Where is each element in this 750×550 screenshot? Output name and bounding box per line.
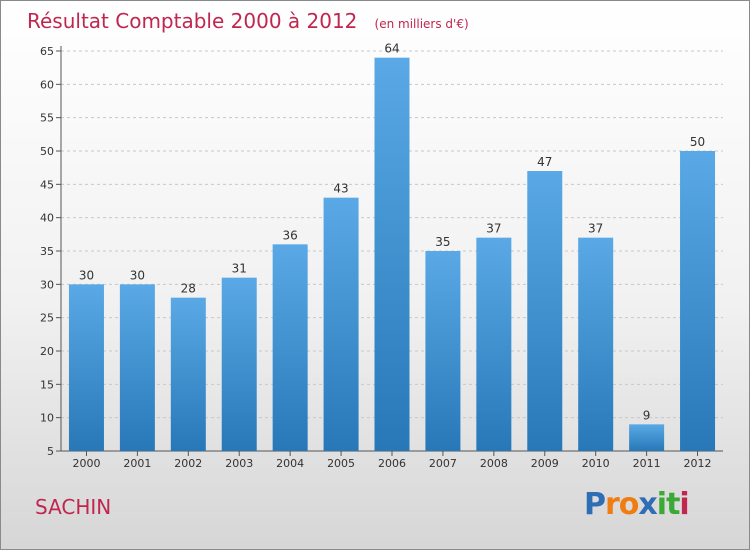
x-tick-label-2006: 2006	[378, 457, 406, 470]
x-tick-label-2011: 2011	[633, 457, 661, 470]
bar-2010	[578, 237, 614, 451]
y-tick-label: 30	[40, 278, 54, 291]
value-labels: 30 30 28 31 36 43 64 35 37 47 37 9 50	[79, 42, 705, 423]
y-tick-label: 65	[40, 45, 54, 58]
logo-letter: o	[618, 487, 640, 522]
y-tick-label: 5	[47, 445, 54, 458]
x-tick-label-2007: 2007	[429, 457, 457, 470]
y-tick-label: 55	[40, 112, 54, 125]
logo-letter: i	[656, 487, 667, 522]
logo-letter: r	[605, 487, 620, 522]
y-tick-labels: 5 10 15 20 25 30 35 40 45 50 55 60 65	[40, 45, 61, 458]
value-label-2005: 43	[333, 182, 348, 196]
y-tick-label: 50	[40, 145, 54, 158]
value-label-2008: 37	[486, 222, 501, 236]
proxiti-logo[interactable]: Proxiti	[584, 487, 690, 522]
logo-letter: t	[666, 487, 680, 522]
x-tick-label-2000: 2000	[72, 457, 100, 470]
value-label-2004: 36	[283, 228, 298, 242]
x-tick-label-2008: 2008	[480, 457, 508, 470]
x-tick-label-2010: 2010	[582, 457, 610, 470]
value-label-2006: 64	[384, 42, 399, 56]
y-tick-label: 15	[40, 378, 54, 391]
x-tick-label-2004: 2004	[276, 457, 304, 470]
logo-letter: P	[584, 487, 606, 522]
logo-letter: x	[638, 487, 657, 522]
chart-title-unit: (en milliers d'€)	[375, 17, 469, 31]
value-label-2001: 30	[130, 268, 145, 282]
bar-2000	[68, 284, 104, 451]
x-tick-labels: 2000 2001 2002 2003 2004 2005 2006 2007 2008 2009…	[72, 451, 712, 470]
bar-2008	[476, 237, 512, 451]
value-label-2010: 37	[588, 222, 603, 236]
bar-2009	[527, 171, 563, 451]
value-label-2000: 30	[79, 268, 94, 282]
y-tick-label: 20	[40, 345, 54, 358]
bar-2002	[170, 297, 206, 451]
value-label-2007: 35	[435, 235, 450, 249]
bar-2006	[374, 57, 410, 452]
chart-title: Résultat Comptable 2000 à 2012 (en milli…	[27, 9, 469, 33]
y-tick-label: 60	[40, 78, 54, 91]
x-tick-label-2001: 2001	[123, 457, 151, 470]
bar-2005	[323, 197, 359, 451]
bars	[68, 57, 716, 452]
x-tick-label-2003: 2003	[225, 457, 253, 470]
y-tick-label: 10	[40, 412, 54, 425]
y-tick-label: 25	[40, 312, 54, 325]
x-tick-label-2002: 2002	[174, 457, 202, 470]
bar-2012	[680, 151, 716, 451]
commune-name: SACHIN	[35, 495, 112, 519]
value-label-2002: 28	[181, 282, 196, 296]
x-tick-label-2005: 2005	[327, 457, 355, 470]
chart-title-main: Résultat Comptable 2000 à 2012	[27, 9, 357, 33]
bar-2001	[119, 284, 155, 451]
logo-letter: i	[679, 487, 689, 522]
y-tick-label: 40	[40, 212, 54, 225]
x-tick-label-2009: 2009	[531, 457, 559, 470]
y-tick-label: 45	[40, 178, 54, 191]
value-label-2012: 50	[690, 135, 705, 149]
bar-2004	[272, 244, 308, 451]
y-tick-label: 35	[40, 245, 54, 258]
bar-2011	[629, 424, 665, 451]
x-tick-label-2012: 2012	[684, 457, 712, 470]
value-label-2003: 31	[232, 262, 247, 276]
value-label-2009: 47	[537, 155, 552, 169]
bar-2003	[221, 277, 257, 451]
value-label-2011: 9	[643, 408, 651, 422]
bar-2007	[425, 251, 461, 451]
